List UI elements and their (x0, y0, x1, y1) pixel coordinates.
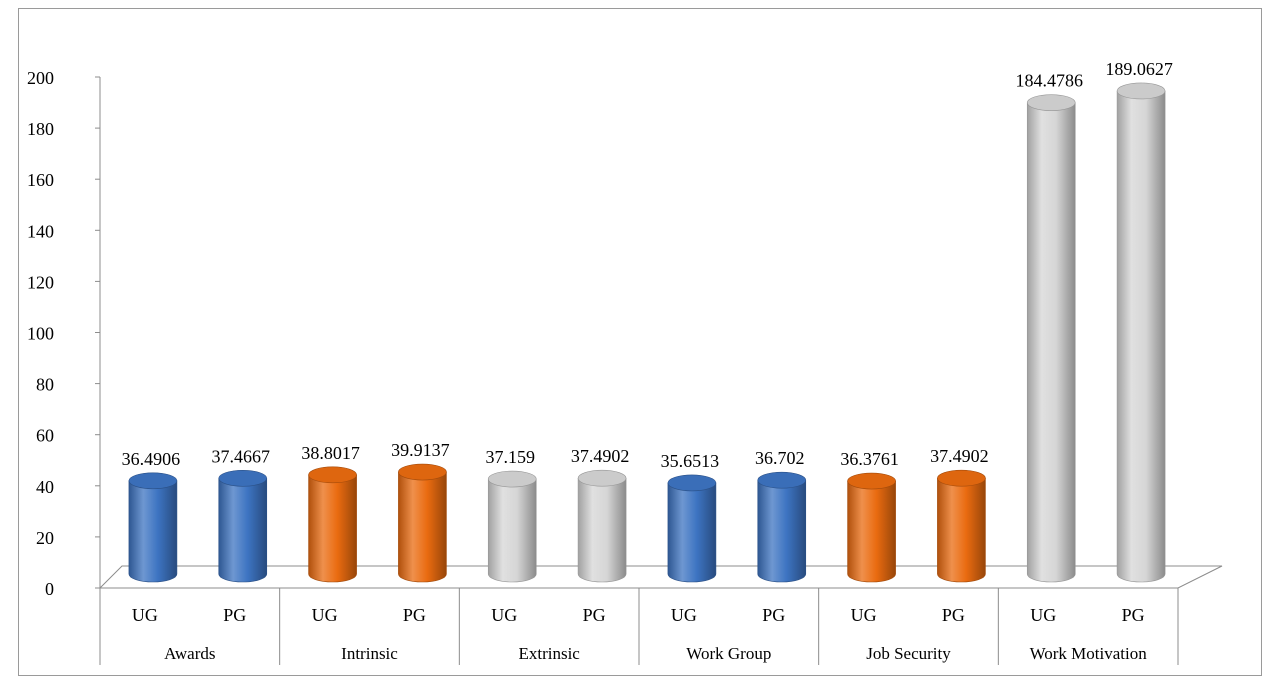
bar-value-label: 36.702 (755, 448, 805, 468)
bar-value-label: 37.4902 (571, 446, 630, 466)
bar (398, 463, 447, 583)
bar-value-label: 37.4902 (930, 446, 989, 466)
bar (847, 472, 896, 583)
group-label: Work Group (686, 644, 771, 663)
bar-value-label: 36.4906 (122, 449, 181, 469)
y-tick-label: 160 (27, 170, 54, 190)
y-tick-label: 0 (45, 579, 54, 599)
bar (1026, 94, 1076, 583)
category-label: UG (132, 605, 158, 625)
y-tick-label: 60 (36, 426, 54, 446)
bar-value-label: 39.9137 (391, 440, 450, 460)
y-tick-label: 20 (36, 528, 54, 548)
y-tick-label: 120 (27, 272, 54, 292)
category-label: UG (671, 605, 697, 625)
bar-value-label: 37.159 (486, 447, 536, 467)
category-label: PG (762, 605, 785, 625)
bar-value-label: 36.3761 (840, 449, 899, 469)
y-tick-label: 200 (27, 68, 54, 88)
category-label: PG (942, 605, 965, 625)
y-tick-label: 140 (27, 221, 54, 241)
bar-value-label: 35.6513 (661, 451, 720, 471)
y-tick-label: 100 (27, 324, 54, 344)
bar (308, 466, 357, 583)
group-label: Job Security (866, 644, 951, 663)
bar (937, 469, 986, 583)
bar (577, 469, 627, 583)
y-tick-label: 40 (36, 477, 54, 497)
category-label: UG (1030, 605, 1056, 625)
category-label: PG (583, 605, 606, 625)
category-label: PG (403, 605, 426, 625)
bar (1116, 82, 1166, 583)
group-label: Awards (164, 644, 215, 663)
bar-value-label: 189.0627 (1105, 59, 1173, 79)
bar-value-label: 37.4667 (212, 446, 271, 466)
y-tick-label: 80 (36, 375, 54, 395)
y-tick-label: 180 (27, 119, 54, 139)
group-label: Work Motivation (1030, 644, 1148, 663)
category-label: UG (851, 605, 877, 625)
category-label: UG (491, 605, 517, 625)
bar (487, 470, 537, 583)
chart-border (18, 8, 1262, 676)
group-label: Extrinsic (518, 644, 580, 663)
category-label: PG (1122, 605, 1145, 625)
group-label: Intrinsic (341, 644, 398, 663)
category-label: UG (312, 605, 338, 625)
bar (757, 471, 807, 583)
bar-value-label: 38.8017 (301, 443, 360, 463)
bar (667, 474, 717, 583)
category-label: PG (223, 605, 246, 625)
bar-value-label: 184.4786 (1016, 71, 1084, 91)
bar (218, 469, 268, 583)
bar (128, 472, 178, 583)
